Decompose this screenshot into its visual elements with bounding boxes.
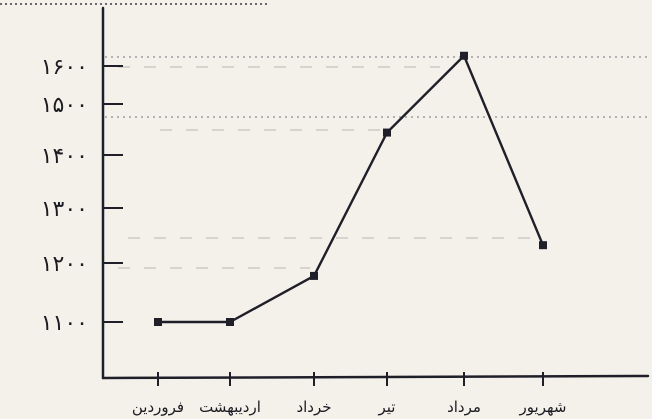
data-point-5 [460, 51, 468, 60]
y-tick-label: ۱۳۰۰ [41, 197, 88, 222]
x-tick-label: مرداد [447, 398, 481, 416]
data-series [154, 51, 547, 326]
grid-lines [0, 3, 648, 269]
data-point-4 [383, 128, 391, 137]
x-tick-label: فروردین [132, 398, 184, 416]
y-tick-label: ۱۲۰۰ [41, 252, 88, 277]
y-tick-label: ۱۵۰۰ [41, 93, 88, 118]
data-point-3 [310, 271, 318, 280]
x-tick-label: اردیبهشت [199, 398, 261, 416]
x-tick-label: تیر [378, 398, 396, 416]
axes [101, 6, 650, 380]
x-tick-label: شهریور [519, 398, 567, 416]
tick-labels: ۱۱۰۰ ۱۲۰۰ ۱۳۰۰ ۱۴۰۰ ۱۵۰۰ ۱۶۰۰ فروردین اردیبهشت خ… [41, 55, 567, 416]
series-line [156, 54, 545, 324]
data-point-1 [154, 318, 162, 326]
data-point-6 [539, 241, 547, 250]
tick-marks [103, 65, 544, 386]
x-axis [101, 374, 650, 380]
y-tick-label: ۱۱۰۰ [41, 311, 88, 336]
x-tick-label: خرداد [296, 398, 331, 416]
data-point-2 [226, 318, 234, 326]
y-tick-label: ۱۴۰۰ [41, 144, 88, 169]
y-tick-label: ۱۶۰۰ [41, 55, 88, 80]
